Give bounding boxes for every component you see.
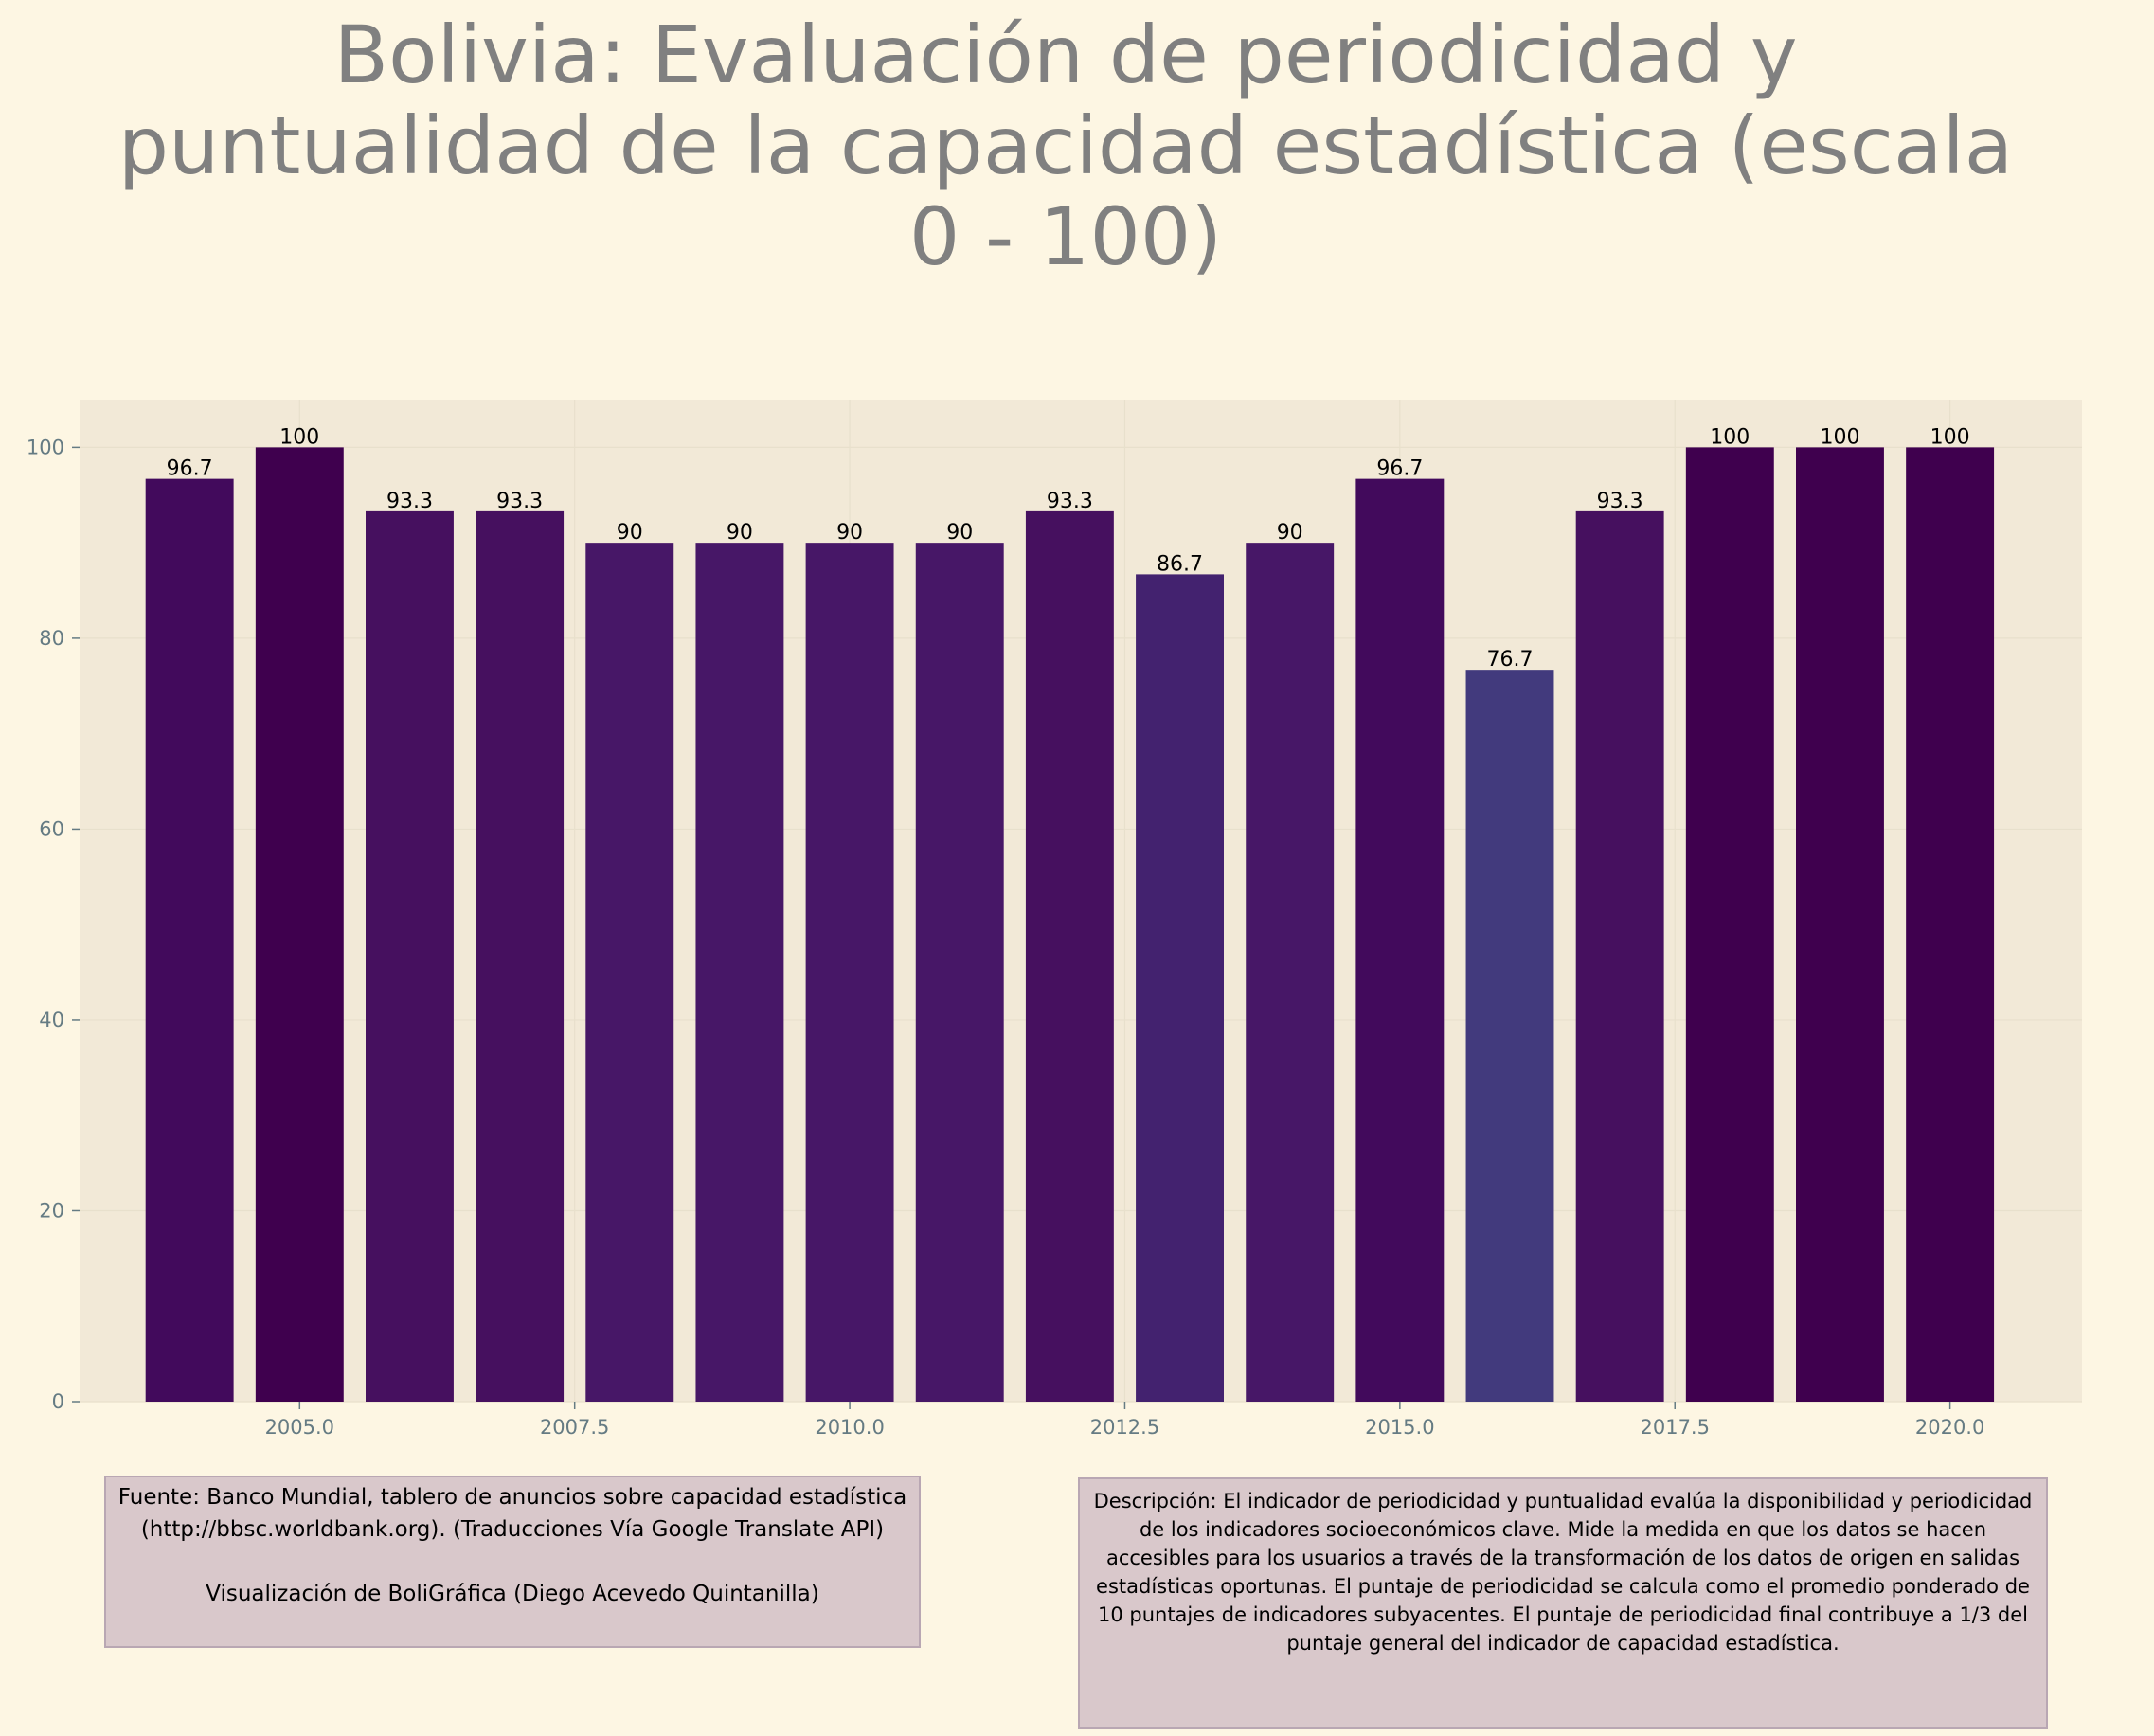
bar-2019 (1796, 447, 1884, 1402)
credit-text: Visualización de BoliGráfica (Diego Acev… (206, 1582, 819, 1606)
bar-2017 (1575, 510, 1664, 1402)
bar-2008 (585, 543, 674, 1402)
y-tick-label: 100 (27, 436, 64, 458)
bar-label-2005: 100 (279, 425, 319, 449)
y-tick-label: 80 (39, 627, 64, 650)
bar-2020 (1906, 447, 1995, 1402)
bar-label-2018: 100 (1710, 425, 1750, 449)
bar-2009 (695, 543, 784, 1402)
y-tick-label: 0 (52, 1390, 64, 1413)
bar-2018 (1685, 447, 1774, 1402)
bar-labels: 96.7 100 93.3 93.3 90 90 90 90 93.3 86.7 90 96.7 76.… (167, 425, 1970, 671)
source-text: Fuente: Banco Mundial, tablero de anunci… (117, 1485, 907, 1542)
bar-label-2011: 90 (946, 521, 973, 545)
bar-label-2004: 96.7 (167, 457, 213, 481)
x-tick-label: 2020.0 (1915, 1416, 1984, 1439)
bar-label-2017: 93.3 (1597, 490, 1643, 513)
x-tick-label: 2010.0 (815, 1416, 884, 1439)
bar-label-2007: 93.3 (496, 490, 543, 513)
bar-2006 (366, 510, 454, 1402)
bar-2007 (476, 510, 565, 1402)
x-tick-label: 2017.5 (1640, 1416, 1709, 1439)
source-spacer (114, 1546, 911, 1578)
bar-chart: 96.7 100 93.3 93.3 90 90 90 90 93.3 86.7 90 96.7 76.… (27, 400, 2082, 1439)
bar-2012 (1025, 510, 1114, 1402)
bar-2015 (1355, 478, 1445, 1402)
bar-2005 (255, 447, 344, 1402)
x-tick-label: 2005.0 (265, 1416, 334, 1439)
bar-2013 (1136, 574, 1224, 1402)
chart-title: Bolivia: Evaluación de periodicidad y pu… (117, 9, 2014, 283)
description-text: Descripción: El indicador de periodicida… (1093, 1490, 2033, 1655)
bar-2010 (805, 543, 894, 1402)
bar-label-2010: 90 (836, 521, 863, 545)
bar-label-2016: 76.7 (1487, 648, 1534, 671)
bar-label-2006: 93.3 (386, 490, 433, 513)
bar-2016 (1465, 670, 1554, 1402)
bar-label-2015: 96.7 (1376, 457, 1423, 481)
bar-2004 (145, 478, 234, 1402)
x-tick-label: 2015.0 (1365, 1416, 1434, 1439)
bar-label-2020: 100 (1930, 425, 1970, 449)
description-note: Descripción: El indicador de periodicida… (1078, 1477, 2048, 1729)
bars (145, 447, 1995, 1402)
bar-2014 (1246, 543, 1335, 1402)
axes: 2005.0 2007.5 2010.0 2012.5 2015.0 2017.5 2020… (27, 436, 1984, 1439)
y-tick-label: 40 (39, 1009, 64, 1031)
x-tick-label: 2007.5 (540, 1416, 609, 1439)
bar-label-2009: 90 (727, 521, 753, 545)
bar-label-2012: 93.3 (1047, 490, 1093, 513)
x-tick-label: 2012.5 (1090, 1416, 1159, 1439)
y-tick-label: 20 (39, 1199, 64, 1222)
bar-label-2013: 86.7 (1157, 552, 1203, 576)
bar-label-2014: 90 (1277, 521, 1303, 545)
bar-label-2008: 90 (617, 521, 643, 545)
source-note: Fuente: Banco Mundial, tablero de anunci… (104, 1476, 921, 1648)
bar-label-2019: 100 (1820, 425, 1859, 449)
bar-2011 (915, 543, 1004, 1402)
y-tick-label: 60 (39, 817, 64, 840)
